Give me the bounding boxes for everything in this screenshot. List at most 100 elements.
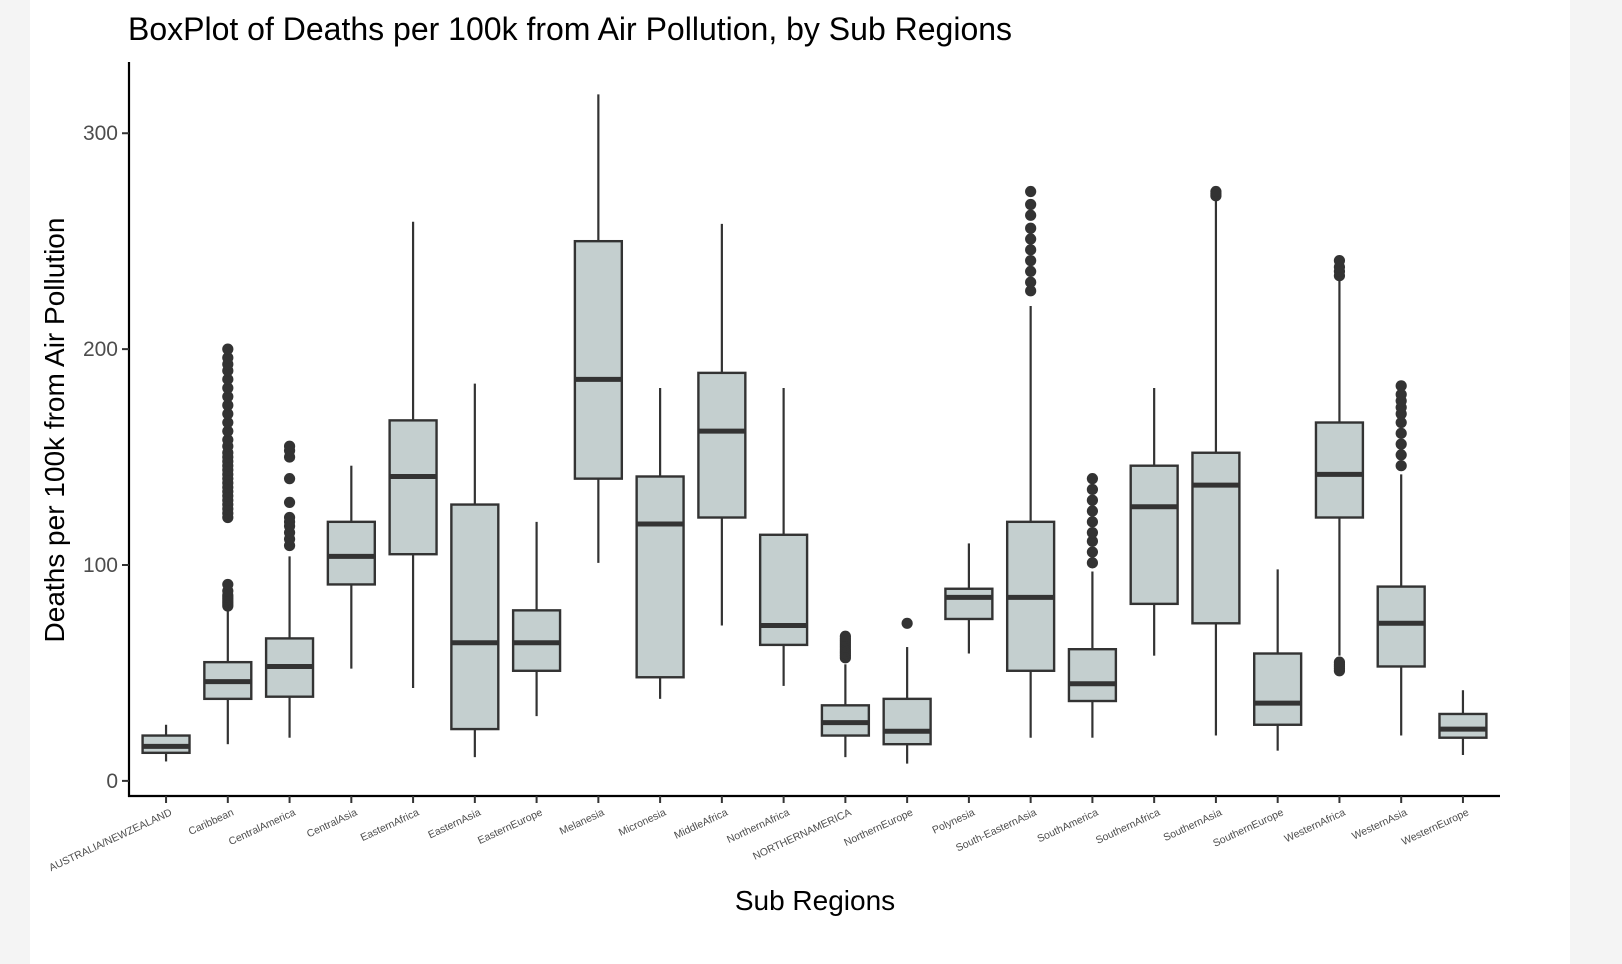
iqr-box	[697, 371, 747, 519]
box-westernafrica	[1314, 255, 1365, 677]
outlier-point	[283, 511, 296, 524]
outlier-point	[283, 473, 296, 485]
iqr-box	[1314, 421, 1365, 519]
iqr-box	[944, 587, 994, 621]
x-tick-label: Micronesia	[617, 806, 668, 838]
box-australia-newzealand	[141, 724, 191, 762]
outlier-point	[1395, 388, 1407, 401]
outlier-point	[1086, 494, 1099, 506]
x-tick-label: MiddleAfrica	[672, 806, 730, 841]
box-southamerica	[1067, 473, 1118, 738]
outlier-point	[1333, 656, 1346, 668]
x-tick-label: CentralAsia	[305, 806, 359, 840]
iqr-box	[1438, 712, 1488, 739]
box-westernasia	[1376, 380, 1426, 736]
iqr-box	[326, 520, 376, 586]
outlier-point	[1025, 276, 1037, 288]
outlier-point	[1025, 285, 1037, 297]
box-easternafrica	[388, 221, 438, 689]
outlier-point	[1086, 527, 1099, 539]
outlier-point	[222, 382, 234, 394]
outlier-point	[222, 425, 234, 437]
y-tick-label: 200	[83, 338, 118, 361]
x-tick-label: WesternAfrica	[1283, 806, 1348, 845]
box-northernamerica	[820, 630, 871, 758]
box-melanesia	[573, 94, 624, 563]
iqr-box	[635, 475, 685, 679]
outlier-point	[222, 416, 234, 429]
iqr-box	[1191, 451, 1241, 625]
outlier-point	[1395, 380, 1407, 392]
box-northerneurope	[882, 617, 932, 764]
outlier-point	[1395, 460, 1407, 472]
x-tick-label: NorthernEurope	[842, 806, 915, 849]
x-axis-title: Sub Regions	[735, 885, 895, 916]
outlier-point	[1086, 557, 1099, 569]
outlier-point	[1086, 505, 1099, 517]
outlier-point	[222, 408, 234, 420]
box-polynesia	[944, 543, 994, 654]
outlier-point	[222, 373, 234, 385]
outlier-point	[1025, 198, 1037, 211]
box-centralasia	[326, 465, 376, 669]
outlier-point	[1086, 516, 1099, 528]
chart-title: BoxPlot of Deaths per 100k from Air Poll…	[128, 11, 1012, 47]
box-caribbean	[203, 343, 253, 745]
box-northernafrica	[758, 387, 809, 686]
x-tick-label: Polynesia	[930, 806, 976, 836]
iqr-box	[1253, 652, 1303, 726]
iqr-box	[1067, 648, 1118, 703]
box-southerneurope	[1253, 569, 1303, 751]
box-westerneurope	[1438, 690, 1488, 755]
outlier-point	[1210, 185, 1222, 198]
outlier-point	[1395, 427, 1407, 439]
outlier-point	[1025, 222, 1037, 234]
outlier-point	[1025, 233, 1037, 245]
box-southernasia	[1191, 185, 1241, 736]
outlier-point	[1025, 265, 1037, 278]
outlier-point	[222, 391, 234, 403]
outlier-point	[1025, 185, 1037, 198]
outlier-point	[1395, 438, 1407, 450]
x-tick-label: WesternEurope	[1400, 806, 1471, 848]
outlier-point	[283, 440, 296, 452]
outlier-point	[1395, 449, 1407, 461]
box-southernafrica	[1129, 387, 1179, 656]
outlier-point	[1025, 255, 1037, 267]
chart-panel: BoxPlot of Deaths per 100k from Air Poll…	[30, 0, 1570, 964]
outlier-point	[1333, 255, 1346, 267]
outlier-point	[222, 352, 234, 364]
outlier-point	[222, 578, 234, 591]
boxplot-chart: BoxPlot of Deaths per 100k from Air Poll…	[39, 11, 1500, 916]
iqr-box	[882, 697, 932, 746]
outlier-point	[901, 617, 913, 629]
x-tick-label: SouthAmerica	[1035, 806, 1100, 845]
outlier-point	[1086, 473, 1099, 485]
box-easterneurope	[511, 521, 562, 717]
y-tick-label: 100	[83, 554, 118, 577]
y-tick-label: 0	[106, 770, 118, 793]
outlier-point	[222, 434, 234, 446]
x-tick-label: SouthernAfrica	[1094, 806, 1162, 846]
iqr-box	[450, 503, 500, 731]
outlier-point	[1025, 209, 1037, 221]
outlier-point	[1086, 546, 1099, 558]
box-micronesia	[635, 387, 685, 699]
x-tick-label: AUSTRALIA/NEWZEALAND	[47, 806, 174, 874]
outlier-point	[1395, 416, 1407, 429]
iqr-box	[388, 419, 438, 556]
x-tick-label: EasternEurope	[476, 806, 545, 847]
outlier-point	[1086, 483, 1099, 496]
x-tick-label: SouthernEurope	[1211, 806, 1286, 849]
x-tick-label: CentralAmerica	[227, 806, 298, 848]
box-centralamerica	[264, 440, 315, 738]
iqr-box	[1376, 585, 1426, 668]
outlier-point	[1025, 244, 1037, 256]
x-tick-label: EasternAfrica	[359, 806, 421, 844]
y-tick-label: 300	[83, 122, 118, 145]
outlier-point	[222, 399, 234, 411]
x-tick-label: Caribbean	[187, 806, 236, 837]
outlier-point	[222, 343, 234, 355]
iqr-box	[1129, 464, 1179, 606]
